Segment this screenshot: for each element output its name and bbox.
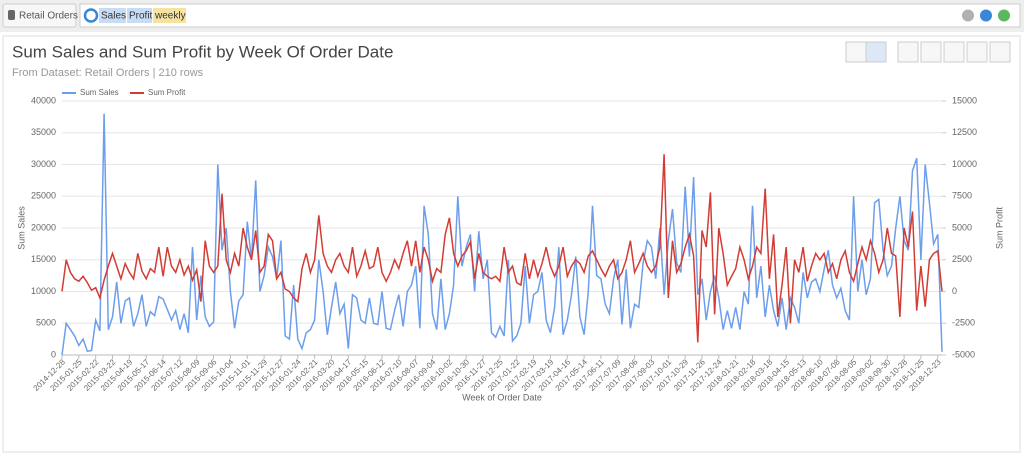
token-bg xyxy=(153,8,186,23)
list-button[interactable] xyxy=(897,41,919,63)
search-box[interactable] xyxy=(79,3,1021,28)
dataset-button-label: Retail Orders xyxy=(19,11,78,22)
y-tick-label: 10000 xyxy=(31,286,56,296)
series-line xyxy=(61,113,943,356)
go-button[interactable] xyxy=(998,9,1010,22)
y-tick-label: 35000 xyxy=(31,127,56,137)
query-token: Profit xyxy=(129,11,153,22)
y2-axis-title: Sum Profit xyxy=(994,206,1004,249)
search-icon xyxy=(83,8,99,23)
pin-button[interactable] xyxy=(943,41,965,63)
y2-tick-label: 0 xyxy=(952,286,957,296)
query-token: weekly xyxy=(154,11,186,22)
chart-view-button[interactable] xyxy=(865,41,887,63)
y-tick-label: 30000 xyxy=(31,159,56,169)
y-axis-title: Sum Sales xyxy=(16,206,26,250)
db-icon xyxy=(8,10,15,20)
x-axis-title: Week of Order Date xyxy=(462,392,542,402)
token-bg xyxy=(127,8,152,23)
y-tick-label: 25000 xyxy=(31,191,56,201)
legend-label: Sum Sales xyxy=(80,88,119,97)
chart-subtitle: From Dataset: Retail Orders | 210 rows xyxy=(12,67,204,79)
legend-label: Sum Profit xyxy=(148,88,186,97)
y2-tick-label: 12500 xyxy=(952,127,977,137)
info-button[interactable] xyxy=(920,41,942,63)
token-bg xyxy=(99,8,126,23)
dataset-button[interactable] xyxy=(2,3,77,28)
y-tick-label: 40000 xyxy=(31,95,56,105)
query-token: Sales xyxy=(101,11,126,22)
save-button[interactable] xyxy=(966,41,988,63)
y2-tick-label: -2500 xyxy=(952,318,975,328)
y-tick-label: 15000 xyxy=(31,254,56,264)
y-tick-label: 5000 xyxy=(36,318,56,328)
y2-tick-label: 7500 xyxy=(952,191,972,201)
y2-tick-label: -5000 xyxy=(952,349,975,359)
y-tick-label: 20000 xyxy=(31,222,56,232)
y-tick-label: 0 xyxy=(51,349,56,359)
y2-tick-label: 15000 xyxy=(952,95,977,105)
y2-tick-label: 2500 xyxy=(952,254,972,264)
chart-card xyxy=(2,35,1021,453)
y2-tick-label: 5000 xyxy=(952,222,972,232)
table-view-button[interactable] xyxy=(845,41,867,63)
series-line xyxy=(61,154,943,343)
y2-tick-label: 10000 xyxy=(952,159,977,169)
refresh-button[interactable] xyxy=(980,9,992,22)
clear-button[interactable] xyxy=(962,9,974,22)
menu-button[interactable] xyxy=(989,41,1011,63)
chart-title: Sum Sales and Sum Profit by Week Of Orde… xyxy=(12,42,393,61)
